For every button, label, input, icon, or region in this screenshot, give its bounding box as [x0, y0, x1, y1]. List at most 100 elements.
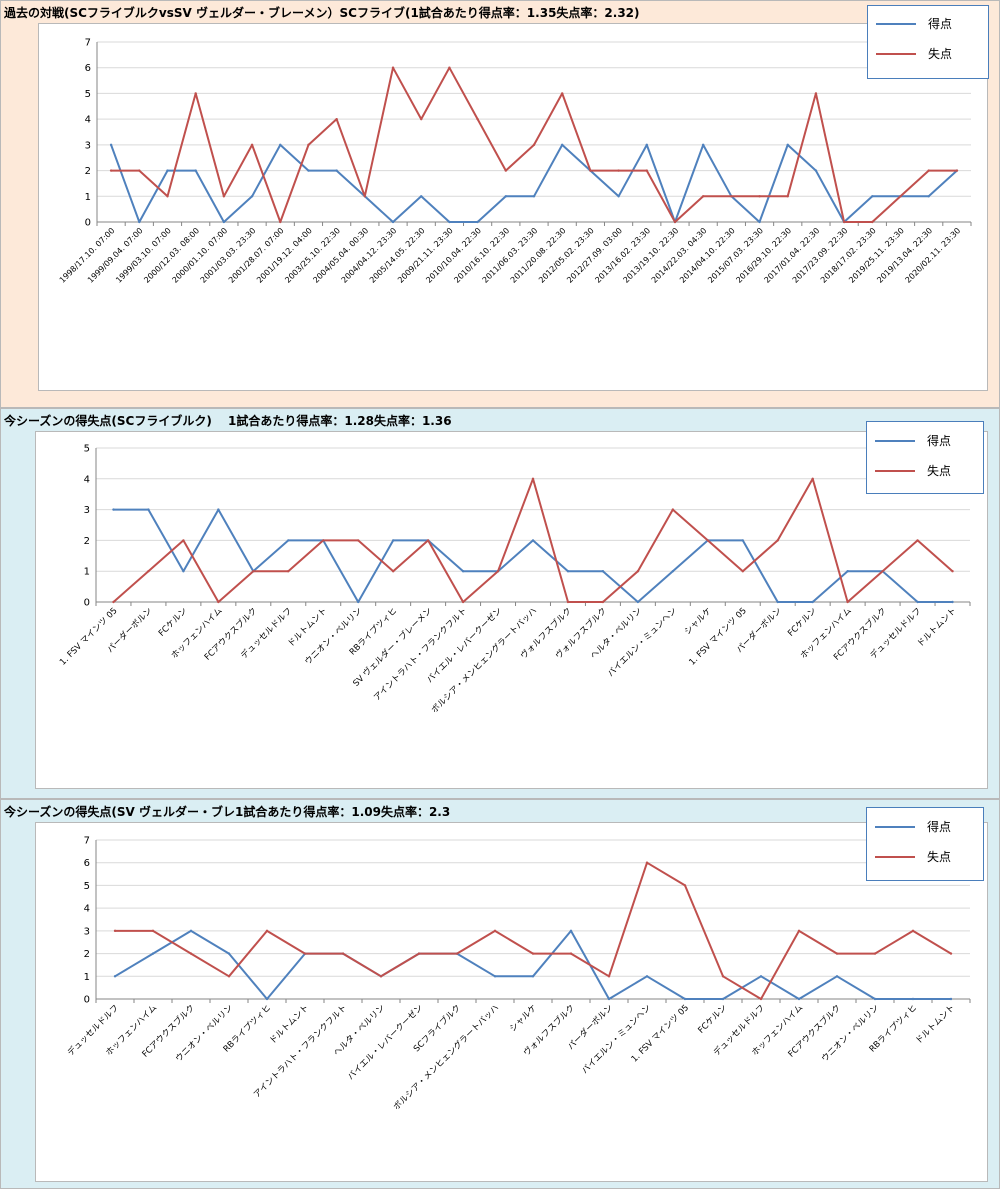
- y-tick-label: 6: [84, 858, 90, 869]
- chart-area: 0 1 2 3 4 5 1. FSV マインツ 05 パーダーボルン FCケルン ホッフェンハイム…: [35, 431, 988, 789]
- data-point-score: [138, 220, 141, 224]
- legend-line-conceded: [875, 856, 915, 858]
- data-point-conceded: [911, 929, 915, 933]
- data-point-score: [671, 570, 675, 573]
- data-point-score: [814, 169, 818, 172]
- data-point-score: [776, 600, 779, 604]
- chart-panel-freiburg-season: 今シーズンの得失点(SCフライブルク) 1試合あたり得点率：1.28失点率：1.…: [0, 408, 1000, 799]
- legend-item-score: 得点: [876, 17, 986, 31]
- legend-label-score: 得点: [927, 434, 952, 448]
- legend-item-conceded: 失点: [875, 464, 985, 478]
- data-point-conceded: [391, 66, 395, 69]
- data-point-conceded: [112, 600, 115, 604]
- chart-legend: 得点 失点: [866, 807, 984, 881]
- chart-legend: 得点 失点: [866, 421, 984, 494]
- data-point-conceded: [741, 570, 744, 573]
- y-tick-label: 2: [85, 166, 91, 177]
- chart-panel-bremen-season: 今シーズンの得失点(SV ヴェルダー・ブレ1試合あたり得点率：1.09失点率：2…: [0, 799, 1000, 1189]
- data-point-score: [916, 600, 919, 604]
- y-tick-label: 7: [85, 38, 91, 49]
- data-point-score: [835, 975, 839, 978]
- y-tick-label: 3: [84, 926, 90, 937]
- data-point-conceded: [589, 169, 592, 172]
- data-point-score: [873, 997, 877, 1001]
- y-tick-label: 2: [84, 536, 90, 547]
- data-point-score: [307, 169, 310, 172]
- data-point-conceded: [279, 220, 282, 224]
- data-point-score: [645, 975, 649, 978]
- data-point-conceded: [814, 92, 818, 95]
- legend-label-conceded: 失点: [928, 47, 953, 61]
- data-point-conceded: [322, 539, 325, 542]
- data-point-conceded: [265, 929, 269, 933]
- legend-line-score: [875, 440, 915, 442]
- data-point-conceded: [532, 143, 536, 147]
- data-point-score: [601, 570, 605, 573]
- data-point-conceded: [417, 952, 421, 955]
- data-point-conceded: [645, 861, 649, 864]
- y-tick-label: 6: [85, 63, 91, 74]
- data-point-score: [147, 508, 150, 511]
- data-point-conceded: [671, 508, 675, 511]
- data-point-conceded: [871, 220, 874, 224]
- data-point-conceded: [873, 952, 877, 955]
- data-point-conceded: [951, 570, 954, 573]
- data-point-conceded: [504, 169, 508, 172]
- data-point-conceded: [786, 195, 789, 198]
- x-tick-label: 2020/02.11. 23:30: [904, 226, 963, 285]
- y-tick-label: 7: [84, 836, 90, 847]
- data-point-conceded: [842, 220, 846, 224]
- data-point-score: [531, 539, 535, 542]
- data-point-conceded: [601, 600, 605, 604]
- data-point-score: [758, 220, 761, 224]
- data-point-score: [636, 600, 640, 604]
- data-point-conceded: [109, 169, 113, 172]
- data-point-score: [871, 195, 874, 198]
- chart-legend: 得点 失点: [867, 5, 989, 79]
- data-point-score: [113, 975, 117, 978]
- data-point-score: [531, 975, 535, 978]
- data-point-conceded: [138, 169, 141, 172]
- y-tick-label: 0: [84, 995, 90, 1006]
- data-point-conceded: [916, 539, 919, 542]
- data-point-conceded: [287, 570, 290, 573]
- data-point-conceded: [303, 952, 307, 955]
- data-point-conceded: [420, 117, 423, 121]
- data-point-conceded: [455, 952, 459, 955]
- data-point-score: [927, 195, 930, 198]
- x-tick-label: 1. FSV マインツ 05: [58, 606, 120, 668]
- data-point-conceded: [881, 570, 884, 573]
- x-tick-label: FCケルン: [157, 606, 190, 639]
- data-point-conceded: [335, 117, 338, 121]
- data-point-conceded: [426, 539, 430, 542]
- legend-label-score: 得点: [928, 17, 953, 31]
- data-point-conceded: [391, 570, 395, 573]
- legend-item-score: 得点: [875, 820, 985, 834]
- x-tick-label: シャルケ: [683, 606, 714, 637]
- data-point-score: [951, 600, 954, 604]
- data-point-conceded: [645, 169, 648, 172]
- data-point-conceded: [759, 997, 763, 1001]
- y-tick-label: 1: [85, 192, 91, 203]
- data-point-conceded: [758, 195, 761, 198]
- x-tick-label: FCケルン: [786, 606, 819, 639]
- data-point-conceded: [496, 570, 500, 573]
- data-point-conceded: [493, 929, 497, 933]
- x-tick-label: ドルトムント: [914, 1003, 957, 1046]
- y-tick-label: 5: [84, 881, 90, 892]
- series-line-score: [114, 929, 951, 1000]
- chart-title: 今シーズンの得失点(SCフライブルク) 1試合あたり得点率：1.28失点率：1.…: [4, 414, 452, 428]
- data-point-conceded: [683, 884, 687, 887]
- y-tick-label: 1: [84, 972, 90, 983]
- data-point-conceded: [147, 570, 150, 573]
- chart-panel-history: 過去の対戦(SCフライブルクvsSV ヴェルダー・ブレーメン）SCフライブ(1試…: [0, 0, 1000, 408]
- data-point-score: [194, 169, 197, 172]
- data-point-conceded: [113, 929, 117, 933]
- data-point-conceded: [227, 975, 231, 978]
- data-point-conceded: [949, 952, 953, 955]
- data-point-conceded: [899, 195, 902, 198]
- y-tick-label: 0: [84, 598, 90, 609]
- data-point-conceded: [955, 169, 959, 172]
